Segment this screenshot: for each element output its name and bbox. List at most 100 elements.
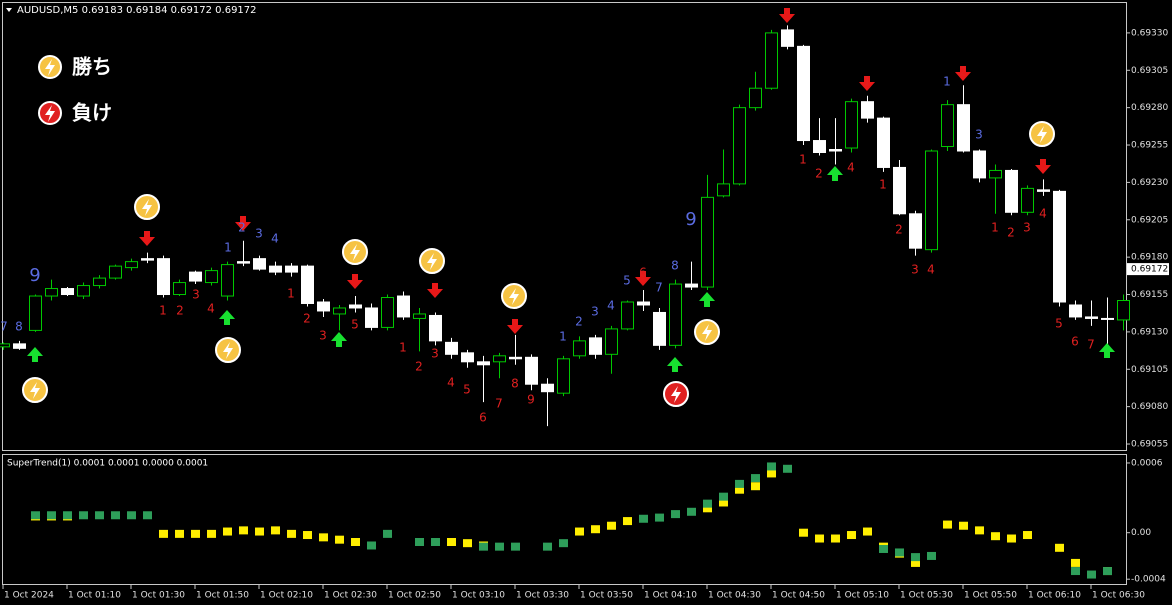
count-label: 5 — [351, 318, 359, 332]
indicator-bar — [111, 511, 120, 520]
y-tick-label: 0.69105 — [1131, 365, 1168, 375]
buy-arrow — [827, 166, 843, 181]
buy-arrow — [331, 332, 347, 347]
count-label: 2 — [176, 304, 184, 318]
indicator-bar — [735, 479, 744, 488]
y-tick-label: 0.69255 — [1131, 141, 1168, 151]
x-tick-label: 1 Oct 04:10 — [644, 591, 697, 601]
sell-arrow — [635, 271, 651, 286]
candle-body — [445, 341, 458, 355]
candle-body — [125, 261, 138, 269]
x-tick-label: 1 Oct 05:50 — [964, 591, 1017, 601]
indicator-bar — [863, 527, 872, 536]
candle-body — [557, 358, 570, 394]
candle-body — [429, 314, 442, 342]
indicator-bar — [1023, 531, 1032, 540]
indicator-bar — [47, 511, 56, 520]
indicator-bar — [831, 534, 840, 543]
candle-body — [653, 311, 666, 346]
bolt — [1037, 126, 1047, 143]
indicator-bar — [735, 485, 744, 494]
indicator-bar — [383, 529, 392, 538]
indicator-bar — [255, 527, 264, 536]
chart-title: AUDUSD,M5 0.69183 0.69184 0.69172 0.6917… — [17, 5, 257, 16]
indicator-bar — [159, 529, 168, 538]
count-label: 6 — [1071, 335, 1079, 349]
candle-body — [909, 213, 922, 249]
count-label: 1 — [224, 241, 232, 255]
candle-body — [925, 150, 938, 251]
y-tick-label: 0.69330 — [1131, 28, 1168, 38]
x-tick-label: 1 Oct 06:10 — [1028, 591, 1081, 601]
indicator-bar — [207, 529, 216, 538]
y-tick-label: 0.69155 — [1131, 290, 1168, 300]
candle-body — [141, 258, 154, 261]
count-label: 1 — [943, 75, 951, 89]
candle-body — [765, 32, 778, 89]
y-tick-label: 0.69305 — [1131, 66, 1168, 76]
indicator-bar — [751, 482, 760, 491]
candle-body — [285, 265, 298, 273]
indicator-bar — [975, 526, 984, 535]
indicator-bar — [623, 517, 632, 526]
candle-body — [797, 45, 810, 142]
count-label: 6 — [639, 266, 647, 280]
bolt — [30, 382, 40, 399]
indicator-bar — [511, 542, 520, 551]
count-label: 1 — [287, 287, 295, 301]
sell-arrow — [139, 231, 155, 246]
candle-body — [605, 328, 618, 355]
x-tick-label: 1 Oct 05:10 — [836, 591, 889, 601]
x-tick-label: 1 Oct 2024 — [4, 591, 54, 601]
indicator-bar — [767, 462, 776, 471]
count-label: 2 — [1007, 226, 1015, 240]
x-tick-label: 1 Oct 05:30 — [900, 591, 953, 601]
candle-body — [333, 307, 346, 315]
count-label: 7 — [655, 281, 663, 295]
candle-body — [349, 304, 362, 309]
indicator-bar — [543, 542, 552, 551]
count-label: 5 — [463, 383, 471, 397]
current-price-box — [1127, 263, 1169, 276]
count-label: 7 — [0, 320, 8, 334]
candle-body — [173, 282, 186, 296]
indicator-bar — [639, 514, 648, 523]
indicator-bar — [703, 504, 712, 513]
candle-body — [365, 307, 378, 328]
candle-body — [717, 183, 730, 197]
candle-body — [13, 343, 26, 349]
buy-arrow — [1099, 343, 1115, 358]
x-tick-label: 1 Oct 04:30 — [708, 591, 761, 601]
count-label: 6 — [479, 411, 487, 425]
indicator-pane — [2, 454, 1127, 585]
indicator-bar — [431, 538, 440, 546]
bolt — [702, 324, 712, 341]
indicator-bar — [943, 520, 952, 529]
count-label: 4 — [927, 263, 935, 277]
indicator-bar — [1103, 567, 1112, 576]
candle-body — [397, 295, 410, 318]
count-label: 1 — [879, 178, 887, 192]
buy-arrow — [667, 357, 683, 372]
bolt — [45, 59, 55, 76]
bolt — [427, 253, 437, 270]
candle-body — [813, 140, 826, 153]
bolt — [223, 342, 233, 359]
indicator-bar — [1055, 543, 1064, 552]
y-tick-label: 0.0006 — [1131, 458, 1163, 468]
candle-body — [637, 301, 650, 306]
count-label: 2 — [238, 221, 246, 235]
indicator-bar — [783, 464, 792, 473]
sell-arrow — [507, 319, 523, 334]
indicator-bar — [959, 521, 968, 530]
candle-body — [669, 283, 682, 346]
candle-body — [269, 265, 282, 273]
y-tick-label: 0.00 — [1131, 528, 1151, 538]
candle-body — [509, 356, 522, 360]
indicator-bar — [799, 528, 808, 537]
menu-triangle[interactable] — [6, 8, 12, 12]
candle-body — [957, 104, 970, 152]
candle-body — [749, 87, 762, 109]
